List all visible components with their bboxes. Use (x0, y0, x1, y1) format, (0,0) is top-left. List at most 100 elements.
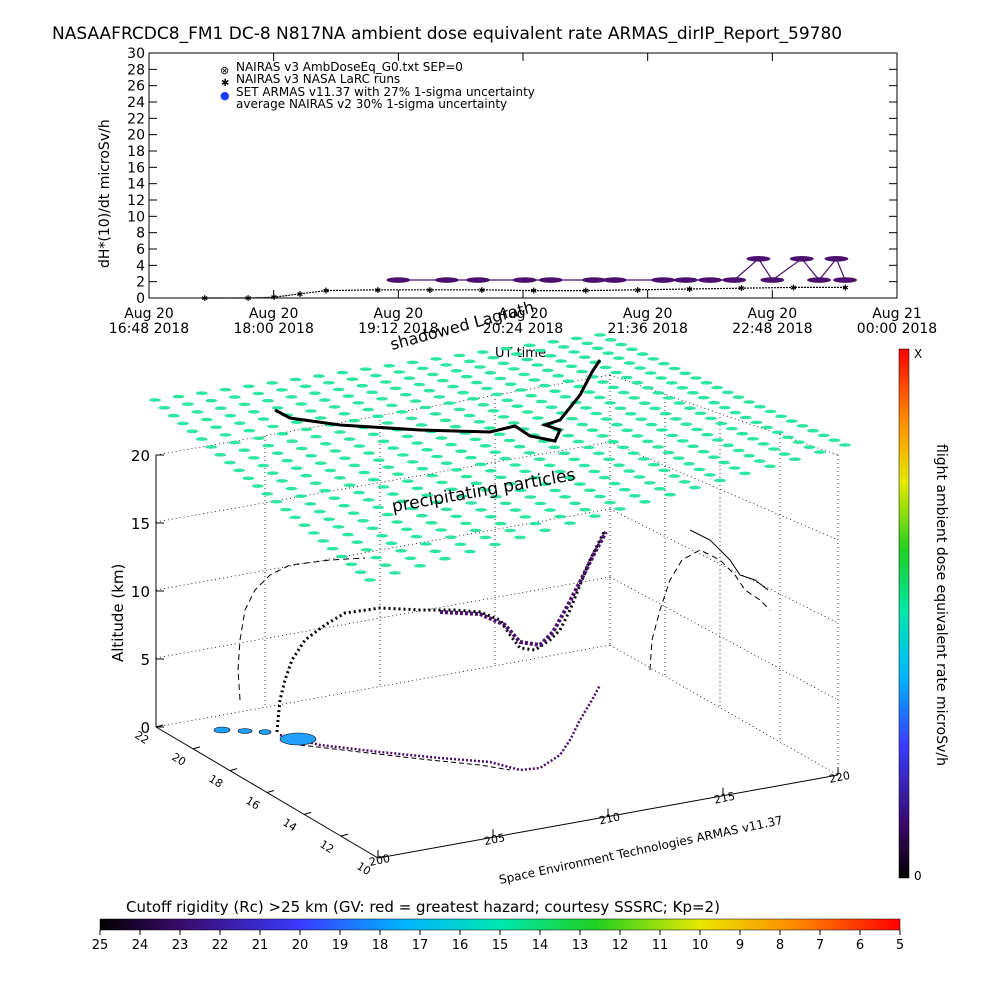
nairas-point: ✱ (686, 285, 693, 294)
plane-dot (513, 444, 526, 449)
plane-dot (289, 377, 302, 382)
plane-dot (453, 407, 466, 412)
plane-dot (243, 428, 256, 433)
top-x-tick-label-time: 16:48 2018 (109, 321, 189, 337)
latitude-tick (229, 768, 238, 772)
plane-dot (399, 392, 412, 397)
latitude-tick (155, 724, 164, 728)
plane-dot (415, 513, 428, 518)
plane-dot (732, 448, 745, 453)
plane-dot (683, 462, 696, 466)
plane-dot (401, 479, 414, 484)
chart-title: NASAAFRCDC8_FM1 DC-8 N817NA ambient dose… (52, 24, 842, 44)
plane-dot (528, 378, 541, 382)
track-floor-dashed (299, 744, 511, 771)
altitude-label: Altitude (km) (109, 564, 127, 662)
armas-point (581, 277, 606, 283)
plane-dot (172, 394, 185, 399)
plane-dot (459, 521, 472, 526)
plane-dot (195, 391, 208, 396)
armas-point (833, 277, 858, 283)
plane-dot (455, 449, 468, 454)
rigidity-tick-label: 12 (612, 938, 629, 953)
plane-dot (364, 578, 376, 582)
plane-dot (447, 384, 459, 389)
legend-label-nairas-larc: NAIRAS v3 NASA LaRC runs (236, 72, 400, 86)
plane-dot (649, 406, 662, 411)
top-y-tick-label: 30 (127, 46, 145, 62)
plane-dot (228, 440, 241, 445)
plane-dot (750, 420, 763, 425)
latitude-tick (303, 811, 312, 815)
top-y-tick-label: 20 (127, 128, 145, 144)
plane-dot (426, 473, 439, 478)
plane-dot (281, 458, 294, 463)
top-x-tick-label-time: 20:24 2018 (483, 321, 563, 337)
plane-dot (469, 528, 482, 533)
plane-dot (545, 405, 558, 410)
plane-dot (450, 468, 463, 472)
armas-point (698, 277, 722, 283)
plane-dot (531, 363, 544, 367)
plane-dot (430, 500, 443, 505)
plane-dot (314, 416, 327, 420)
plane-dot (658, 468, 671, 473)
track-left-wall (237, 557, 366, 701)
plane-dot (668, 474, 681, 478)
plane-dot (406, 460, 419, 464)
top-x-tick-label-date: Aug 20 (249, 306, 299, 322)
plane-dot (328, 405, 341, 409)
plane-dot (807, 428, 819, 433)
plane-dot (149, 398, 161, 402)
plane-dot (531, 416, 544, 420)
nairas-point: ✱ (530, 287, 537, 296)
plane-dot (430, 454, 443, 459)
plane-dot (440, 363, 453, 367)
plane-dot (544, 508, 557, 512)
plane-dot (346, 377, 359, 382)
plane-dot (628, 396, 641, 400)
plane-dot (445, 442, 458, 447)
plane-dot (367, 432, 380, 437)
plane-dot (623, 361, 636, 365)
plane-dot (670, 417, 682, 421)
plane-dot (636, 352, 649, 356)
plane-dot (343, 437, 356, 441)
rigidity-tick-label: 13 (572, 938, 589, 953)
plane-dot (514, 388, 527, 392)
track-mid-armas (439, 531, 608, 648)
rigidity-floor-patches (213, 726, 317, 746)
rigidity-tick-label: 24 (132, 938, 149, 953)
plane-dot (621, 428, 634, 433)
plane-dot (382, 465, 395, 470)
plane-dot (286, 439, 299, 444)
plane-dot (580, 406, 592, 410)
plane-dot (523, 451, 536, 455)
plane-dot (372, 458, 385, 463)
plane-dot (572, 439, 585, 444)
nairas-point: ✱ (842, 283, 849, 292)
plane-dot (304, 502, 317, 506)
plane-dot (729, 410, 742, 415)
latitude-tick-label: 14 (280, 816, 299, 834)
plane-dot (722, 443, 735, 448)
plane-dot (591, 346, 604, 351)
plane-dot (583, 488, 596, 493)
armas-point (602, 277, 627, 283)
plane-dot (565, 364, 578, 369)
plane-dot (469, 437, 482, 442)
plane-dot (666, 433, 679, 438)
plane-dot (703, 473, 716, 477)
plane-dot (620, 375, 633, 380)
plane-dot (828, 438, 841, 443)
plane-dot (338, 503, 351, 508)
plane-dot (257, 463, 270, 468)
plane-dot (351, 540, 364, 544)
plane-dot (387, 492, 399, 496)
plane-dot (177, 421, 189, 426)
plane-dot (477, 403, 490, 407)
plane-dot (687, 391, 699, 395)
latitude-tick-label: 20 (169, 750, 188, 768)
